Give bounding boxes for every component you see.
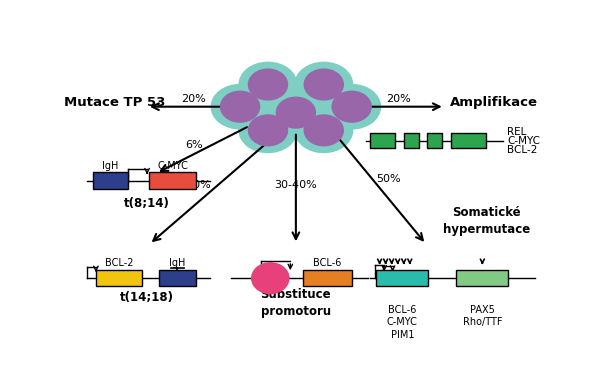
Text: BCL-6: BCL-6: [313, 258, 341, 268]
Ellipse shape: [248, 115, 287, 146]
FancyBboxPatch shape: [96, 270, 142, 286]
Text: BCL-2: BCL-2: [105, 258, 133, 268]
Ellipse shape: [323, 84, 380, 129]
Ellipse shape: [304, 115, 343, 146]
FancyBboxPatch shape: [92, 172, 128, 189]
Ellipse shape: [248, 69, 287, 100]
Ellipse shape: [211, 84, 269, 129]
Ellipse shape: [295, 108, 353, 152]
Ellipse shape: [332, 91, 371, 122]
Text: 20%: 20%: [386, 94, 410, 104]
Text: t(8;14): t(8;14): [124, 197, 170, 210]
Text: IgH: IgH: [101, 161, 118, 171]
Text: Mutace TP 53: Mutace TP 53: [64, 96, 165, 109]
Text: Amplifikace: Amplifikace: [449, 96, 538, 109]
FancyBboxPatch shape: [303, 270, 352, 286]
Text: 6%: 6%: [185, 140, 202, 150]
Ellipse shape: [239, 108, 297, 152]
FancyBboxPatch shape: [427, 133, 442, 148]
FancyBboxPatch shape: [404, 133, 419, 148]
FancyBboxPatch shape: [149, 172, 196, 189]
Text: Substituce
promotoru: Substituce promotoru: [260, 288, 331, 318]
Text: 20%: 20%: [181, 94, 206, 104]
FancyBboxPatch shape: [451, 133, 485, 148]
FancyBboxPatch shape: [158, 270, 196, 286]
Ellipse shape: [295, 62, 353, 107]
Text: C-MYC: C-MYC: [157, 161, 188, 171]
Text: 50%: 50%: [377, 174, 401, 184]
Ellipse shape: [267, 91, 325, 135]
Text: IgH: IgH: [169, 258, 185, 268]
Text: 20%: 20%: [186, 180, 211, 190]
Text: C-MYC: C-MYC: [508, 136, 541, 146]
Text: PAX5
Rho/TTF: PAX5 Rho/TTF: [463, 305, 502, 327]
Text: t(14;18): t(14;18): [120, 291, 174, 305]
Ellipse shape: [251, 263, 289, 293]
Text: BCL-6
C-MYC
PIM1: BCL-6 C-MYC PIM1: [387, 305, 418, 339]
FancyBboxPatch shape: [370, 133, 395, 148]
Ellipse shape: [239, 62, 297, 107]
Text: BCL-2: BCL-2: [508, 144, 538, 155]
Ellipse shape: [277, 97, 316, 128]
FancyBboxPatch shape: [376, 270, 428, 286]
Ellipse shape: [221, 91, 260, 122]
Text: 30-40%: 30-40%: [275, 180, 317, 190]
Ellipse shape: [304, 69, 343, 100]
Text: REL: REL: [508, 127, 527, 137]
Text: Somatické
hypermutace: Somatické hypermutace: [443, 205, 530, 235]
FancyBboxPatch shape: [456, 270, 508, 286]
